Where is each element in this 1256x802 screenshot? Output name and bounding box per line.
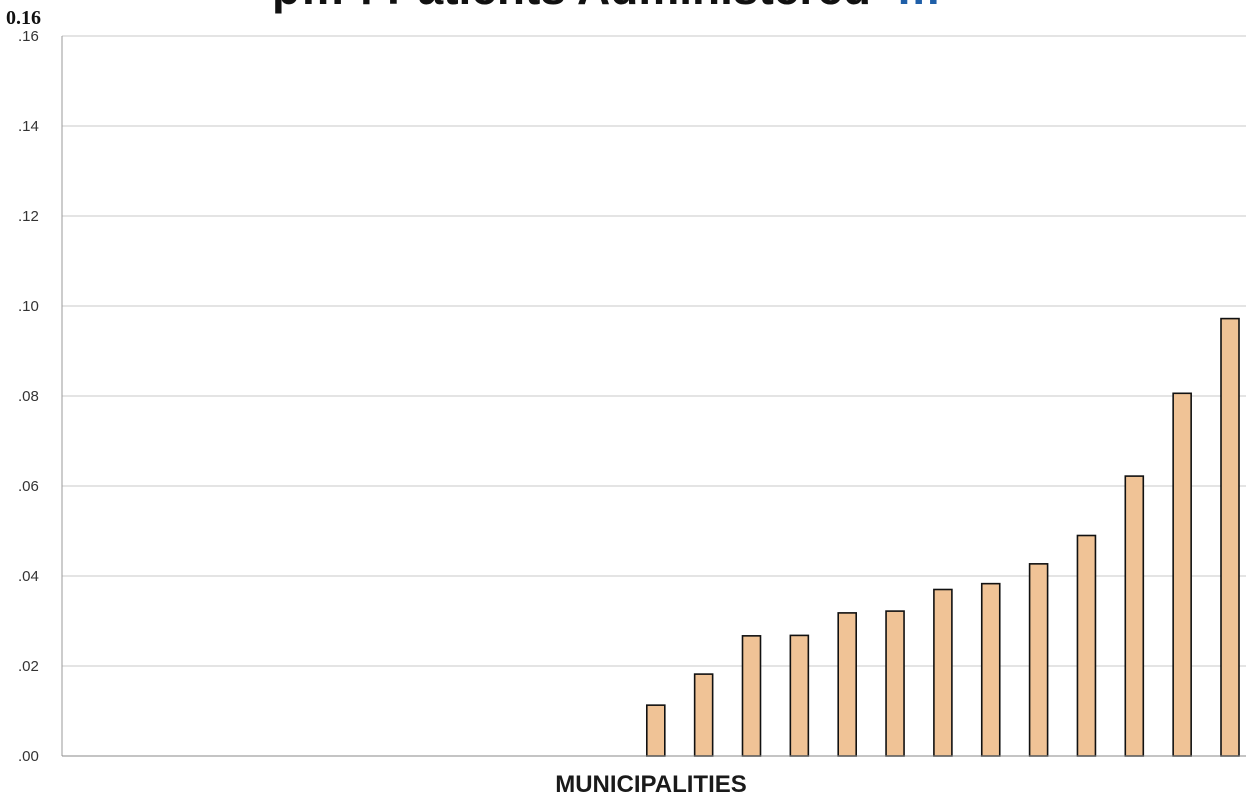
bar (1124, 475, 1145, 757)
y-tick-label: .12 (18, 208, 39, 225)
gridlines (62, 35, 1246, 667)
y-axis-tick-labels: .00 .02 .04 .06 .08 .10 .12 .14 .16 (18, 28, 39, 765)
bar (1076, 534, 1097, 757)
corner-label: 0.16 (6, 7, 41, 29)
bar (1028, 563, 1049, 757)
bar (693, 673, 714, 757)
bar (885, 610, 905, 757)
y-tick-label: .08 (18, 388, 39, 405)
y-tick-label: .00 (18, 748, 39, 765)
y-tick-label: .10 (18, 298, 39, 315)
bar (837, 612, 858, 757)
y-tick-label: .16 (18, 28, 39, 45)
y-tick-label: .14 (18, 118, 39, 135)
y-tick-label: .02 (18, 658, 39, 675)
axes (61, 36, 1246, 757)
bar (1172, 392, 1192, 757)
bars (645, 317, 1240, 757)
bar (933, 588, 953, 757)
x-axis-title: MUNICIPALITIES (555, 771, 747, 797)
bar (741, 635, 762, 757)
chart-title-main: p… f Patients Administered (272, 0, 871, 14)
bar (645, 704, 666, 757)
chart-title-accent: … (896, 0, 942, 14)
y-tick-label: .04 (18, 568, 39, 585)
bar (980, 582, 1001, 757)
bar (1220, 317, 1240, 757)
chart-title: p… f Patients Administered … (272, 0, 942, 14)
y-tick-label: .06 (18, 478, 39, 495)
bar (789, 634, 810, 757)
